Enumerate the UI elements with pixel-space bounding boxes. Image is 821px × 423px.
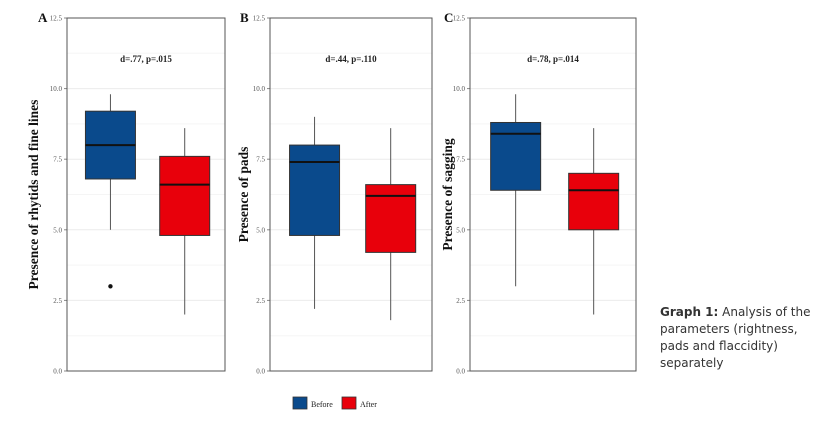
y-tick-label: 10.0 (453, 85, 466, 93)
y-tick-label: 12.5 (50, 15, 63, 23)
box-after (159, 155, 211, 236)
stat-annotation: d=.78, p=.014 (527, 54, 579, 64)
y-tick-label: 10.0 (253, 85, 266, 93)
y-tick-label: 12.5 (453, 15, 466, 23)
stat-annotation: d=.77, p=.015 (120, 54, 172, 64)
y-tick-label: 5.0 (53, 226, 62, 234)
box-after (568, 172, 620, 231)
y-tick-label: 2.5 (456, 297, 465, 305)
y-tick-label: 0.0 (53, 368, 62, 376)
panel-border (469, 17, 637, 372)
panel-border (269, 17, 433, 372)
legend-label-before: Before (311, 400, 333, 409)
y-axis-label: Presence of sagging (440, 138, 455, 250)
y-tick-label: 2.5 (53, 297, 62, 305)
y-tick-label: 0.0 (256, 368, 265, 376)
y-axis-label: Presence of pads (236, 147, 251, 243)
y-tick-label: 12.5 (253, 15, 266, 23)
y-tick-label: 5.0 (456, 226, 465, 234)
y-tick-label: 0.0 (456, 368, 465, 376)
panel-border (66, 17, 226, 372)
stat-annotation: d=.44, p=.110 (325, 54, 377, 64)
box-before (289, 144, 341, 236)
panel-label: A (38, 10, 48, 25)
y-axis-label: Presence of rhytids and fine lines (26, 100, 41, 290)
y-tick-label: 7.5 (256, 156, 265, 164)
legend-swatch-before (292, 396, 308, 410)
legend-swatch-after (341, 396, 357, 410)
box-after (365, 184, 417, 253)
legend-label-after: After (360, 400, 377, 409)
outlier-point (108, 284, 113, 289)
y-tick-label: 2.5 (256, 297, 265, 305)
y-tick-label: 7.5 (53, 156, 62, 164)
figure-caption: Graph 1: Analysis of the parameters (rig… (660, 304, 820, 372)
y-tick-label: 5.0 (256, 226, 265, 234)
panel-label: C (444, 10, 453, 25)
y-tick-label: 7.5 (456, 156, 465, 164)
caption-label: Graph 1: (660, 305, 719, 319)
y-tick-label: 10.0 (50, 85, 63, 93)
box-before (490, 121, 542, 191)
caption-text: Analysis of the parameters (rightness, p… (660, 305, 811, 370)
panel-label: B (240, 10, 249, 25)
